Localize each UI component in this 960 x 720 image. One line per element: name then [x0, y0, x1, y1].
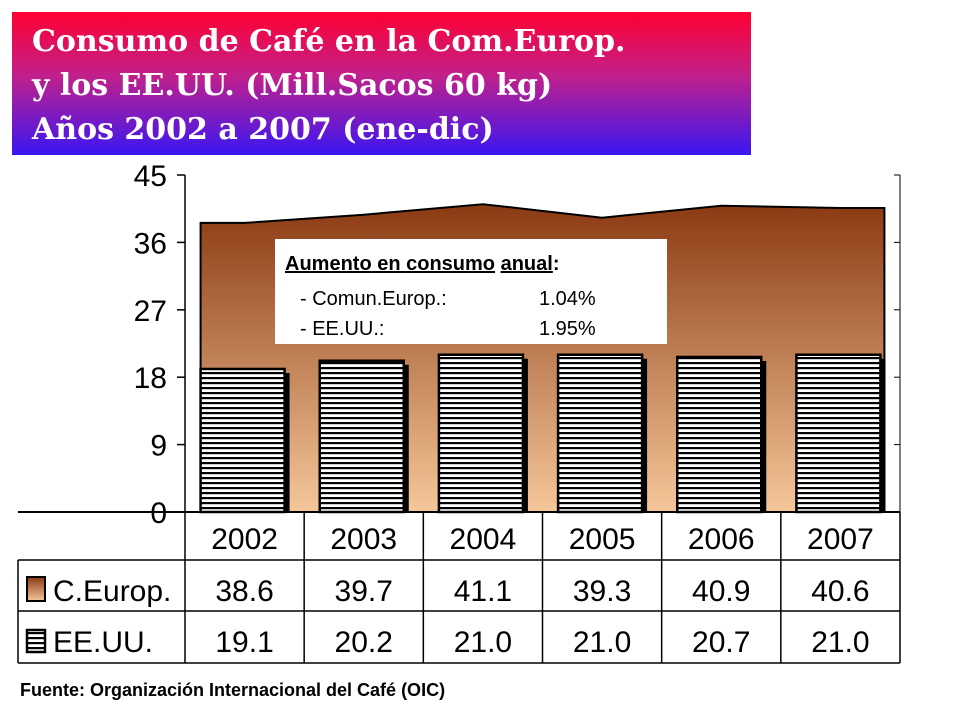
chart-title: Consumo de Café en la Com.Europ. y los E… [12, 12, 751, 155]
y-tick-label: 36 [134, 227, 167, 260]
legend-label-ceurop: C.Europ. [53, 575, 171, 608]
bar-eeuu [676, 355, 763, 514]
y-tick-label: 27 [134, 295, 167, 328]
data-label-ceurop: 40.9 [692, 575, 750, 608]
data-label-eeuu: 21.0 [811, 626, 869, 659]
annotation-heading: Aumento en consumo anual: [285, 253, 560, 275]
bar-eeuu [556, 353, 644, 514]
title-line-1: Consumo de Café en la Com.Europ. [32, 24, 626, 59]
title-line-3: Años 2002 a 2007 (ene-dic) [32, 112, 494, 147]
bar-eeuu [795, 353, 882, 514]
annotation-box [275, 239, 667, 344]
data-label-eeuu: 21.0 [573, 626, 631, 659]
bar-eeuu [437, 353, 525, 514]
data-label-ceurop: 38.6 [215, 575, 273, 608]
source-note: Fuente: Organización Internacional del C… [20, 680, 446, 700]
annotation-row-value: 1.04% [539, 288, 596, 310]
y-tick-label: 45 [134, 160, 167, 193]
annotation-row-label: - Comun.Europ.: [300, 288, 447, 310]
y-tick-label: 18 [134, 362, 167, 395]
y-tick-label: 0 [150, 497, 167, 530]
x-category-label: 2003 [330, 523, 397, 556]
legend-label-eeuu: EE.UU. [53, 626, 153, 659]
data-label-ceurop: 41.1 [454, 575, 512, 608]
annotation-heading-part: en [372, 253, 406, 275]
annotation-heading-part: : [553, 253, 560, 275]
x-category-label: 2004 [450, 523, 517, 556]
x-category-label: 2007 [807, 523, 874, 556]
annotation-heading-part: Aumento [285, 253, 372, 275]
y-tick-label: 9 [150, 430, 167, 463]
data-label-eeuu: 20.7 [692, 626, 750, 659]
data-label-ceurop: 40.6 [811, 575, 869, 608]
bar-eeuu [199, 367, 286, 514]
data-label-ceurop: 39.3 [573, 575, 631, 608]
x-category-label: 2002 [211, 523, 278, 556]
bar-eeuu [318, 359, 405, 514]
data-label-ceurop: 39.7 [335, 575, 393, 608]
title-line-2: y los EE.UU. (Mill.Sacos 60 kg) [32, 68, 553, 103]
annotation-heading-part: anual [501, 253, 553, 275]
data-label-eeuu: 19.1 [215, 626, 273, 659]
x-category-label: 2006 [688, 523, 755, 556]
legend-key-eeuu [25, 628, 47, 654]
legend-key-ceurop [26, 576, 46, 602]
annotation-row-label: - EE.UU.: [300, 318, 384, 340]
annotation-heading-part: consumo [406, 253, 495, 275]
x-category-label: 2005 [569, 523, 636, 556]
data-label-eeuu: 20.2 [335, 626, 393, 659]
data-label-eeuu: 21.0 [454, 626, 512, 659]
annotation-row-value: 1.95% [539, 318, 596, 340]
